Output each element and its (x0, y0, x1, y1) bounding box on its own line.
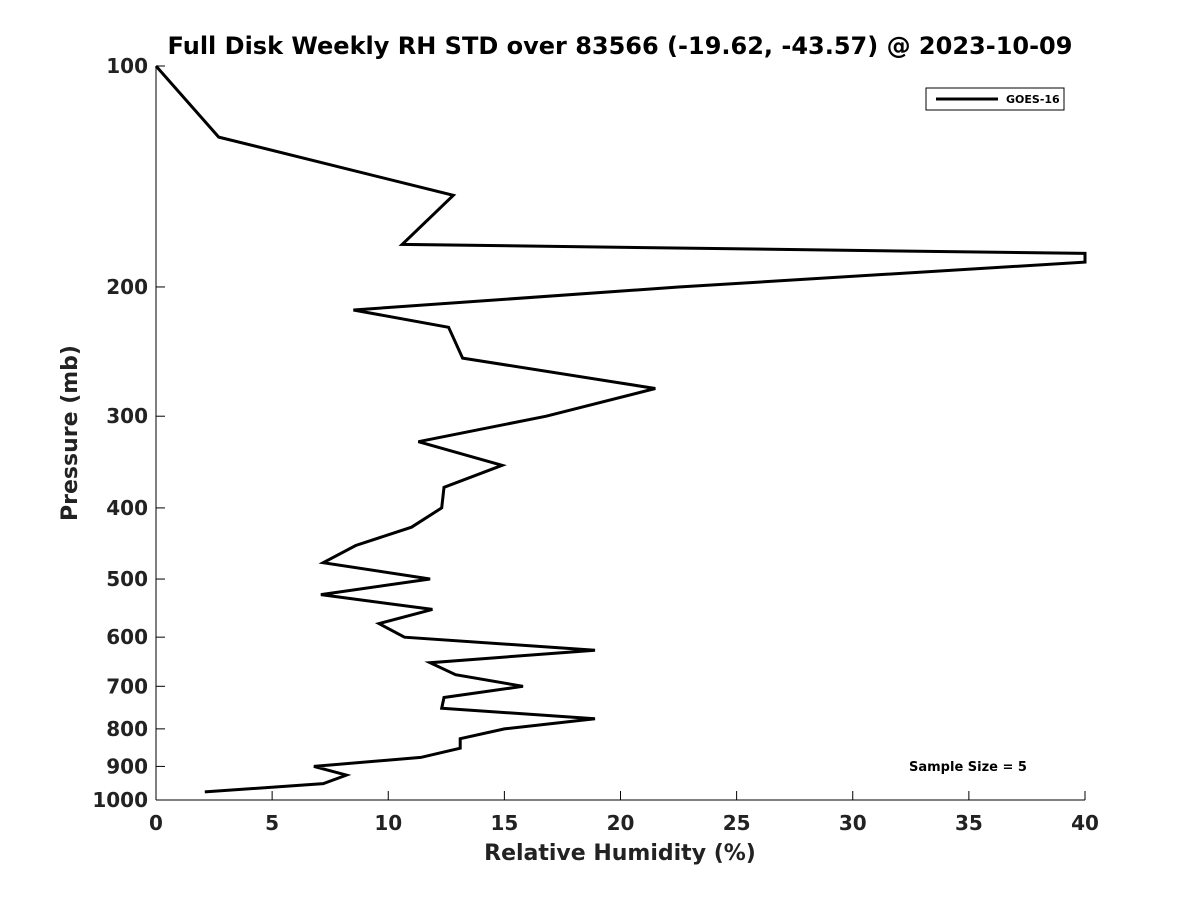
x-tick-label: 0 (149, 811, 163, 835)
y-tick-label: 200 (106, 275, 148, 299)
y-tick-label: 600 (106, 625, 148, 649)
y-tick-label: 700 (106, 674, 148, 698)
y-tick-label: 400 (106, 496, 148, 520)
x-tick-label: 30 (839, 811, 867, 835)
x-tick-label: 15 (490, 811, 518, 835)
y-tick-label: 300 (106, 404, 148, 428)
legend: GOES-16 (925, 87, 1065, 111)
x-tick-label: 20 (607, 811, 635, 835)
series-line-goes-16 (154, 65, 1087, 794)
y-tick-label: 100 (106, 54, 148, 78)
chart-title: Full Disk Weekly RH STD over 83566 (-19.… (168, 32, 1073, 60)
y-tick-label: 1000 (92, 788, 148, 812)
y-tick-label: 500 (106, 567, 148, 591)
x-tick-label: 25 (723, 811, 751, 835)
x-tick-label: 5 (265, 811, 279, 835)
sample-size-annotation: Sample Size = 5 (909, 760, 1027, 775)
x-tick-label: 35 (955, 811, 983, 835)
x-axis-label: Relative Humidity (%) (484, 841, 756, 866)
y-tick-label: 800 (106, 717, 148, 741)
x-tick-label: 40 (1071, 811, 1099, 835)
y-tick-label: 900 (106, 754, 148, 778)
plot-area: 0 5 10 15 20 25 30 35 40 100 200 300 400 500 600 700 800… (92, 54, 1099, 835)
legend-label-goes-16: GOES-16 (1006, 93, 1060, 106)
x-tick-label: 10 (374, 811, 402, 835)
y-axis-label: Pressure (mb) (58, 345, 83, 521)
